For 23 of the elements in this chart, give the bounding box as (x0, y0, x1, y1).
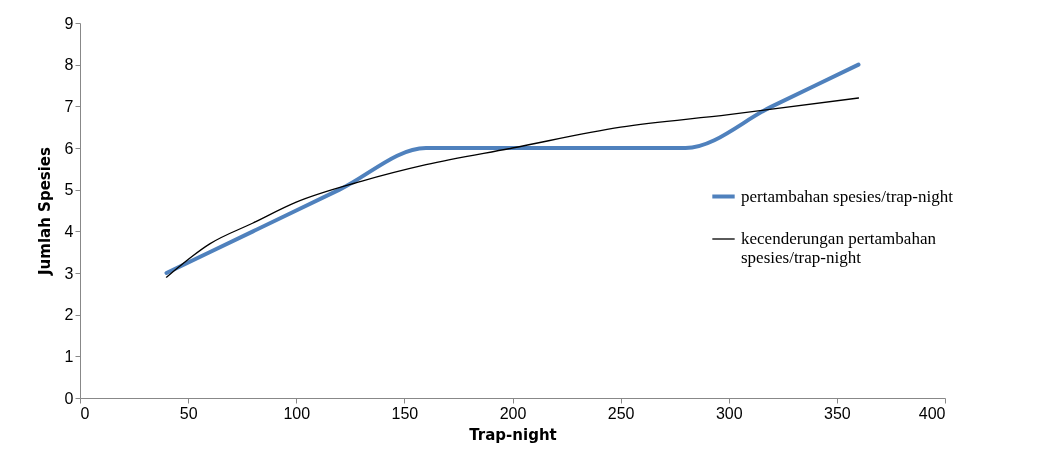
y-tick-label: 1 (64, 347, 74, 365)
y-tick-label: 3 (64, 264, 74, 282)
x-tick-label: 100 (283, 404, 311, 422)
x-tick-label: 300 (715, 404, 743, 422)
y-tick-label: 0 (64, 389, 74, 407)
x-tick-label: 250 (607, 404, 635, 422)
legend-label: kecenderungan pertambahan spesies/trap-night (741, 229, 937, 267)
x-tick-label: 150 (391, 404, 419, 422)
y-tick-label: 2 (64, 306, 74, 324)
y-tick-label: 4 (64, 222, 74, 240)
y-tick-label: 6 (64, 139, 74, 157)
x-tick-label: 350 (824, 404, 851, 422)
legend-label: pertambahan spesies/trap-night (741, 186, 954, 206)
x-tick-label: 0 (80, 404, 90, 422)
y-tick-label: 9 (64, 14, 74, 32)
x-axis-title: Trap-night (469, 425, 557, 444)
y-tick-label: 7 (64, 97, 74, 115)
y-tick-label: 5 (64, 181, 74, 199)
x-tick-label: 50 (179, 404, 198, 422)
y-tick-label: 8 (64, 56, 74, 74)
y-axis-title: Jumlah Spesies (35, 146, 54, 276)
x-tick-label: 400 (918, 404, 946, 422)
x-tick-label: 200 (499, 404, 527, 422)
